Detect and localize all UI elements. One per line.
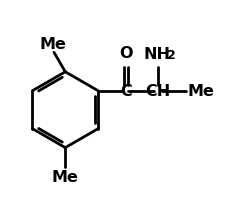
Text: C: C — [120, 84, 132, 99]
Text: NH: NH — [143, 47, 170, 61]
Text: Me: Me — [40, 37, 67, 52]
Text: Me: Me — [187, 84, 214, 99]
Text: O: O — [119, 46, 133, 61]
Text: 2: 2 — [167, 49, 176, 61]
Text: CH: CH — [145, 84, 170, 99]
Text: Me: Me — [52, 169, 79, 184]
